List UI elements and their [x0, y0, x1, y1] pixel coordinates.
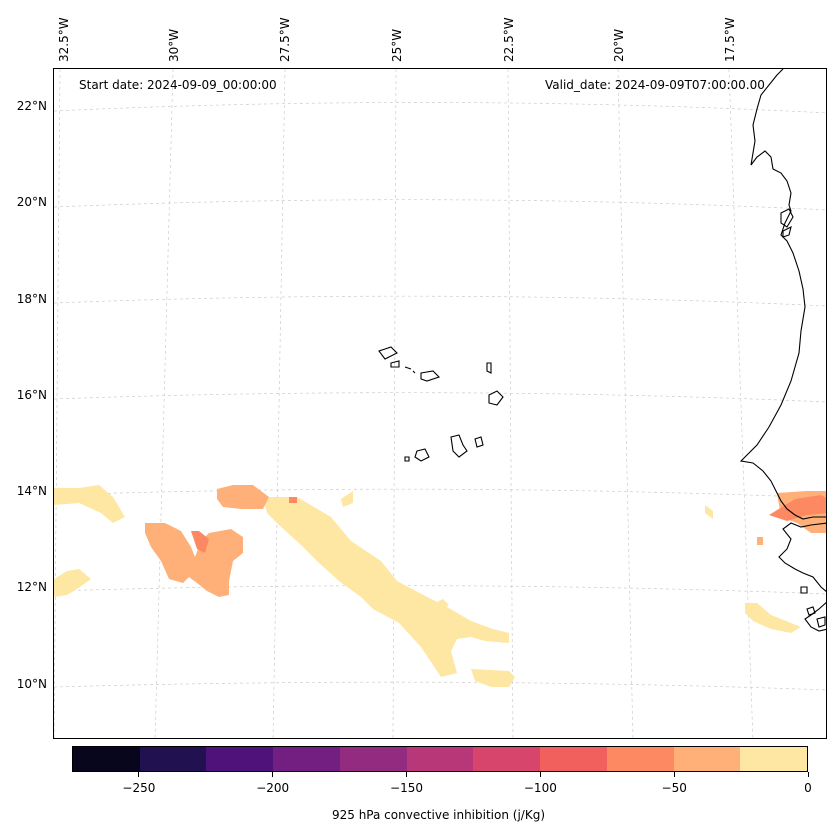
valid-date-label: Valid_date: 2024-09-09T07:00:00.00: [545, 78, 765, 92]
map-canvas: [54, 69, 826, 738]
colorbar-tick: [539, 772, 541, 777]
lat-label: 22°N: [16, 99, 47, 113]
canary-island: [780, 208, 794, 228]
lat-label: 16°N: [16, 388, 47, 402]
colorbar-tick: [406, 772, 408, 777]
bijagos-island: [800, 586, 808, 594]
cin-region-medium: [757, 537, 763, 545]
colorbar-swatch: [673, 747, 741, 771]
cin-field: [54, 485, 826, 687]
cape-verde-island: [420, 370, 441, 382]
cin-region-light: [341, 491, 353, 507]
colorbar-tick: [272, 772, 274, 777]
cape-verde-island: [404, 456, 410, 462]
cin-region-medium: [145, 523, 243, 597]
lon-label: 32.5°W: [57, 17, 71, 62]
cape-verde-island: [404, 366, 416, 374]
lat-label: 12°N: [16, 580, 47, 594]
colorbar-label: 925 hPa convective inhibition (j/Kg): [331, 808, 545, 822]
cape-verde-island: [486, 362, 492, 374]
colorbar-tick-label: −50: [661, 781, 687, 795]
colorbar: [72, 746, 808, 772]
colorbar-swatch: [206, 747, 274, 771]
cape-verde-island: [414, 448, 430, 462]
colorbar-tick: [673, 772, 675, 777]
cin-region-light: [745, 603, 801, 633]
lon-label: 25°W: [390, 28, 404, 62]
colorbar-tick-label: −100: [523, 781, 557, 795]
colorbar-tick-label: −200: [256, 781, 290, 795]
lon-label: 20°W: [612, 28, 626, 62]
cape-verde-island: [378, 346, 398, 360]
colorbar-swatch: [473, 747, 541, 771]
canary-island: [782, 225, 792, 238]
cin-region-light: [435, 599, 449, 611]
colorbar-tick-label: 0: [804, 781, 812, 795]
gridlines: [54, 69, 826, 738]
coastlines: [378, 69, 826, 632]
lat-label: 20°N: [16, 195, 47, 209]
colorbar-tick: [807, 772, 809, 777]
cin-region-light: [54, 569, 91, 597]
colorbar-tick-label: −250: [122, 781, 156, 795]
lat-label: 14°N: [16, 484, 47, 498]
cin-region-light: [705, 505, 713, 519]
cin-region-medium: [217, 485, 269, 509]
cin-region-light: [471, 669, 515, 687]
cin-region-light: [263, 497, 509, 677]
lat-label: 10°N: [16, 677, 47, 691]
lon-label: 27.5°W: [278, 17, 292, 62]
cin-region-strong: [769, 495, 826, 521]
colorbar-swatch: [73, 747, 140, 771]
lon-label: 17.5°W: [723, 17, 737, 62]
start-date-label: Start date: 2024-09-09_00:00:00: [79, 78, 277, 92]
colorbar-swatch: [606, 747, 674, 771]
colorbar-swatch: [406, 747, 474, 771]
cape-verde-island: [474, 436, 484, 448]
colorbar-tick: [138, 772, 140, 777]
map-panel: [53, 68, 827, 739]
colorbar-swatch: [273, 747, 340, 771]
lon-label: 22.5°W: [502, 17, 516, 62]
lon-label: 30°W: [167, 28, 181, 62]
bijagos-island: [816, 616, 826, 628]
cape-verde-island: [450, 434, 468, 458]
colorbar-swatch: [740, 747, 808, 771]
cin-region-strong: [289, 497, 297, 503]
cape-verde-island: [390, 360, 400, 368]
colorbar-tick-label: −150: [390, 781, 424, 795]
colorbar-swatch: [339, 747, 407, 771]
lat-label: 18°N: [16, 292, 47, 306]
bijagos-island: [806, 606, 816, 616]
colorbar-swatch: [139, 747, 207, 771]
cape-verde-island: [488, 390, 504, 406]
africa-coast: [739, 69, 826, 632]
cin-region-strong: [191, 531, 209, 553]
colorbar-swatch: [540, 747, 607, 771]
cin-region-light: [54, 485, 125, 523]
